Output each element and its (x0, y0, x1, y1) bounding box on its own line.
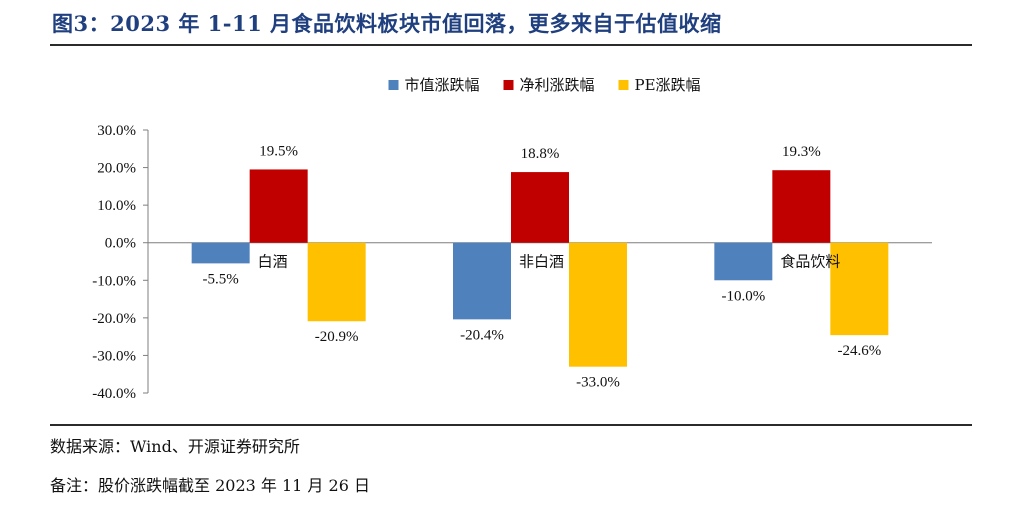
chart-title: 图3：2023 年 1-11 月食品饮料板块市值回落，更多来自于估值收缩 (52, 11, 722, 36)
bar (772, 170, 831, 243)
y-tick-label: -20.0% (92, 311, 136, 327)
bar (511, 172, 569, 243)
y-tick-label: 10.0% (97, 198, 136, 214)
top-divider (50, 44, 972, 46)
legend-label: 市值涨跌幅 (405, 76, 480, 94)
bar (453, 242, 511, 320)
y-tick-label: -40.0% (92, 386, 136, 402)
data-label: -33.0% (576, 375, 620, 391)
bar (569, 242, 627, 367)
data-source: 数据来源：Wind、开源证券研究所 (50, 437, 300, 456)
legend-swatch (618, 80, 629, 90)
y-tick-label: 30.0% (97, 123, 136, 139)
bar (307, 242, 366, 322)
legend-label: PE涨跌幅 (635, 76, 701, 94)
y-tick-label: 0.0% (105, 236, 136, 252)
data-label: -10.0% (721, 288, 765, 304)
y-tick-label: -10.0% (92, 273, 136, 289)
data-label: 19.3% (782, 144, 821, 160)
data-label: -20.4% (460, 327, 504, 343)
y-tick-label: 20.0% (97, 161, 136, 177)
bar-chart: 30.0% 20.0% 10.0% 0.0% -10.0% -20.0% -30.0% -40… (92, 76, 932, 402)
data-label: -24.6% (837, 343, 881, 359)
category-label: 食品饮料 (780, 253, 840, 271)
bar (714, 242, 773, 281)
bar (249, 169, 308, 243)
bar (191, 242, 250, 264)
data-label: 18.8% (521, 146, 560, 162)
legend-swatch (388, 80, 399, 90)
category-label: 非白酒 (519, 253, 564, 271)
footnote: 备注：股价涨跌幅截至 2023 年 11 月 26 日 (50, 476, 370, 495)
data-label: 19.5% (259, 143, 298, 159)
y-tick-label: -30.0% (92, 348, 136, 364)
legend-label: 净利涨跌幅 (520, 76, 595, 94)
data-label: -20.9% (315, 329, 359, 345)
bar (830, 242, 889, 336)
legend-swatch (503, 80, 514, 90)
category-label: 白酒 (258, 253, 288, 271)
bottom-divider (50, 424, 972, 426)
data-label: -5.5% (203, 271, 239, 287)
